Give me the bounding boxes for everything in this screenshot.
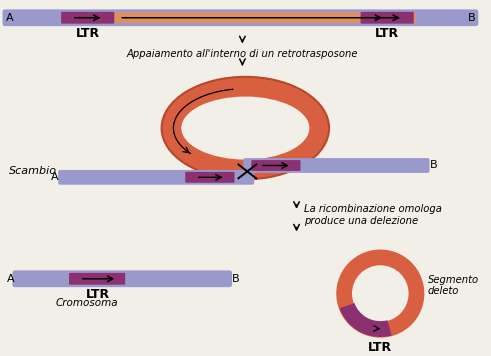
FancyBboxPatch shape: [69, 273, 125, 285]
Text: A: A: [7, 274, 15, 284]
Text: B: B: [468, 13, 476, 23]
Text: A: A: [6, 13, 14, 23]
Text: LTR: LTR: [375, 27, 399, 40]
FancyBboxPatch shape: [251, 160, 300, 171]
FancyBboxPatch shape: [244, 158, 430, 173]
Text: La ricombinazione omologa
produce una delezione: La ricombinazione omologa produce una de…: [304, 204, 442, 225]
FancyBboxPatch shape: [12, 271, 232, 287]
Ellipse shape: [181, 96, 309, 159]
Text: Cromosoma: Cromosoma: [55, 298, 118, 309]
Text: LTR: LTR: [368, 341, 392, 354]
Ellipse shape: [162, 77, 329, 179]
Circle shape: [337, 250, 424, 337]
FancyBboxPatch shape: [61, 12, 416, 23]
Text: B: B: [232, 274, 239, 284]
FancyBboxPatch shape: [58, 170, 254, 185]
FancyBboxPatch shape: [185, 172, 235, 183]
Wedge shape: [340, 303, 391, 337]
Text: Scambio: Scambio: [9, 166, 57, 177]
Circle shape: [353, 266, 408, 321]
Text: B: B: [430, 161, 437, 171]
Text: LTR: LTR: [85, 288, 109, 301]
Text: Segmento
deleto: Segmento deleto: [428, 275, 479, 297]
Text: LTR: LTR: [76, 27, 100, 40]
FancyBboxPatch shape: [61, 12, 114, 23]
Text: A: A: [51, 172, 58, 182]
FancyBboxPatch shape: [2, 9, 478, 26]
FancyBboxPatch shape: [360, 12, 414, 23]
Text: Appaiamento all'interno di un retrotrasposone: Appaiamento all'interno di un retrotrasp…: [127, 49, 358, 59]
